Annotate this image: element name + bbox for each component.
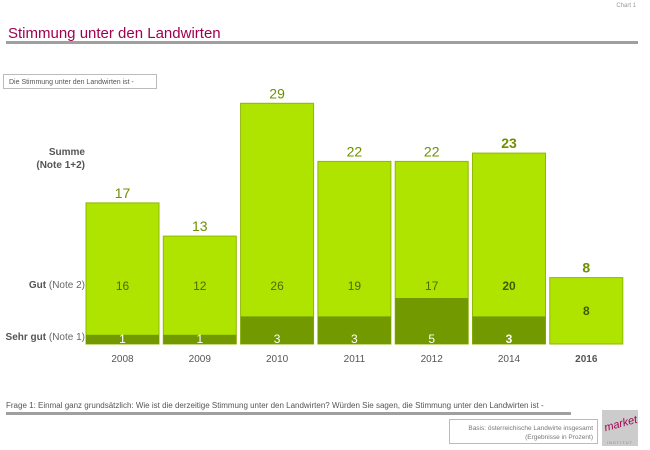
bar-sehr-gut-2010 — [240, 316, 314, 344]
label-gut-2008: 16 — [116, 279, 130, 293]
label-total-2012: 22 — [424, 143, 440, 159]
bar-sehr-gut-2011 — [317, 316, 391, 344]
bar-gut-2009 — [162, 235, 237, 345]
label-gut-2014: 20 — [502, 279, 516, 293]
gut-label-bold: Gut — [28, 280, 47, 291]
label-sehr-gut-2010: 3 — [274, 332, 281, 346]
chart-number: Chart 1 — [616, 3, 636, 9]
label-sehr-gut-2014: 3 — [506, 332, 513, 346]
bar-sehr-gut-2012 — [395, 298, 469, 344]
x-tick-2011: 2011 — [344, 354, 366, 365]
sum-row-label: Summe (Note 1+2) — [36, 146, 85, 172]
x-tick-2010: 2010 — [266, 354, 289, 365]
sehr-gut-label-bold: Sehr gut — [5, 332, 47, 343]
bar-sehr-gut-2008 — [86, 334, 159, 344]
bar-sehr-gut-2014 — [472, 316, 546, 344]
x-tick-2014: 2014 — [498, 354, 521, 365]
x-tick-2008: 2008 — [111, 354, 134, 365]
label-sehr-gut-2009: 1 — [196, 332, 203, 346]
sum-label-line2: (Note 1+2) — [36, 160, 85, 171]
market-logo: market INSTITUT — [602, 410, 639, 446]
label-gut-2011: 19 — [348, 279, 362, 293]
label-sehr-gut-2012: 5 — [428, 332, 435, 346]
bar-gut-2008 — [85, 202, 160, 345]
label-sehr-gut-2008: 1 — [119, 332, 126, 346]
label-total-2010: 29 — [269, 85, 285, 101]
gut-label-rest: (Note 2) — [46, 280, 85, 291]
bar-gut-2010 — [240, 102, 315, 345]
x-tick-2016: 2016 — [575, 354, 598, 365]
label-total-2011: 22 — [347, 143, 363, 159]
title-divider — [6, 41, 638, 44]
bar-sehr-gut-2009 — [163, 334, 237, 344]
label-total-2016: 8 — [582, 260, 590, 276]
basis-unit: (Ergebnisse in Prozent) — [525, 434, 593, 441]
label-sehr-gut-2011: 3 — [351, 332, 358, 346]
x-tick-2012: 2012 — [421, 354, 444, 365]
page-title: Stimmung unter den Landwirten — [8, 25, 221, 42]
sehr-gut-label-rest: (Note 1) — [46, 332, 85, 343]
question-box: Die Stimmung unter den Landwirten ist - — [3, 74, 157, 89]
bar-gut-2016 — [549, 277, 624, 345]
label-gut-2009: 12 — [193, 279, 207, 293]
label-total-2009: 13 — [192, 218, 208, 234]
stacked-bar-chart: 1 17 16 2008 1 13 12 2009 3 29 26 2010 3 22 19 2011 5 22 1… — [85, 85, 624, 365]
basis-box: Basis: österreichische Landwirte insgesa… — [449, 419, 598, 444]
footer-divider — [6, 412, 571, 415]
label-total-2008: 17 — [115, 185, 131, 201]
label-gut-2016: 8 — [583, 304, 590, 318]
gut-row-label: Gut (Note 2) — [29, 280, 85, 291]
x-tick-2009: 2009 — [189, 354, 212, 365]
bar-gut-2011 — [317, 160, 392, 345]
sehr-gut-row-label: Sehr gut (Note 1) — [6, 332, 85, 343]
sum-label-line1: Summe — [48, 147, 85, 158]
label-gut-2012: 17 — [425, 279, 439, 293]
question-footnote: Frage 1: Einmal ganz grundsätzlich: Wie … — [6, 401, 544, 410]
label-total-2014: 23 — [501, 135, 517, 151]
basis-text: Basis: österreichische Landwirte insgesa… — [468, 425, 593, 432]
bar-gut-2014 — [472, 152, 546, 345]
label-gut-2010: 26 — [270, 279, 284, 293]
